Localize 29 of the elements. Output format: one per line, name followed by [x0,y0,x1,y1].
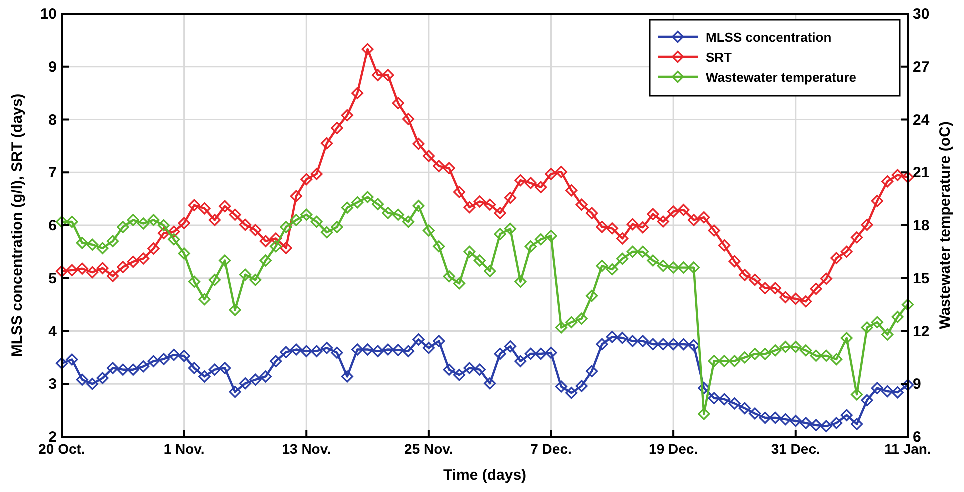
y-tick-label: 9 [48,58,57,76]
x-tick-label: 20 Oct. [38,441,86,457]
legend-label: SRT [706,50,732,65]
y2-axis-title: Wastewater temperature (oC) [937,122,954,330]
y-tick-label: 5 [48,270,57,288]
y2-tick-label: 12 [913,323,930,340]
y-tick-label: 6 [48,218,57,234]
y2-tick-label: 27 [913,58,930,76]
legend-label: Wastewater temperature [706,70,857,85]
x-tick-label: 25 Nov. [404,441,454,457]
x-tick-label: 19 Dec. [649,441,698,457]
y-tick-label: 7 [48,164,57,182]
y2-tick-label: 15 [913,270,930,288]
y2-tick-label: 9 [913,376,922,394]
x-tick-label: 31 Dec. [771,441,820,457]
x-tick-label: 1 Nov. [164,441,205,457]
y2-tick-label: 30 [913,6,930,23]
y2-tick-label: 18 [913,218,930,234]
y-tick-label: 10 [40,6,57,23]
x-axis-title: Time (days) [443,467,527,484]
legend-label: MLSS concentration [706,30,832,45]
y-tick-label: 8 [48,112,57,129]
y2-tick-label: 24 [913,112,930,129]
x-tick-label: 7 Dec. [530,441,572,457]
y-tick-label: 4 [48,323,58,340]
y2-tick-label: 21 [913,164,930,182]
x-tick-label: 13 Nov. [282,441,332,457]
y-axis-title: MLSS concentration (g/l), SRT (days) [9,94,26,358]
y-tick-label: 3 [48,376,57,394]
